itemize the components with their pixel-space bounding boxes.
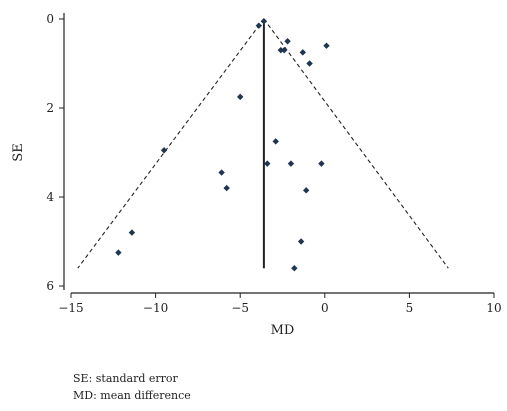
data-points (115, 18, 330, 272)
funnel-right-line (263, 18, 449, 269)
data-point (277, 46, 285, 54)
y-axis-label: SE (11, 143, 26, 161)
data-point (284, 38, 291, 45)
funnel-lines (77, 18, 449, 269)
data-point (223, 184, 230, 192)
data-point (115, 249, 122, 256)
axis-labels: MD SE (11, 143, 294, 338)
data-point (297, 238, 305, 245)
data-point (280, 46, 288, 54)
data-point (255, 22, 263, 29)
x-axis-label: MD (271, 323, 295, 338)
x-tick-label: −15 (58, 301, 83, 315)
y-tick-label: 6 (46, 279, 54, 293)
data-point (291, 265, 298, 272)
data-point (299, 49, 307, 56)
data-point (287, 160, 295, 167)
x-tick-label: 0 (321, 301, 329, 315)
axes (59, 13, 495, 298)
x-tick-label: 10 (486, 301, 501, 315)
y-tick-label: 4 (46, 190, 54, 204)
data-point (128, 229, 136, 236)
legend-se: SE: standard error (73, 372, 178, 385)
data-point (260, 18, 268, 25)
data-point (302, 187, 310, 194)
legend-md: MD: mean difference (73, 389, 191, 402)
legend: SE: standard error MD: mean difference (73, 370, 191, 404)
data-point (272, 138, 279, 145)
data-point (237, 93, 244, 101)
data-point (323, 42, 330, 49)
data-point (218, 169, 225, 176)
data-point (160, 147, 168, 154)
data-point (306, 60, 313, 67)
x-tick-label: −5 (231, 301, 249, 315)
tick-labels: −15 −10 −5 0 5 10 0 2 4 6 (46, 12, 501, 315)
x-tick-label: −10 (143, 301, 168, 315)
x-tick-label: 5 (406, 301, 414, 315)
funnel-left-line (77, 18, 265, 269)
y-tick-label: 0 (46, 12, 54, 26)
y-tick-label: 2 (46, 101, 54, 115)
data-point (264, 160, 271, 167)
data-point (318, 160, 325, 167)
